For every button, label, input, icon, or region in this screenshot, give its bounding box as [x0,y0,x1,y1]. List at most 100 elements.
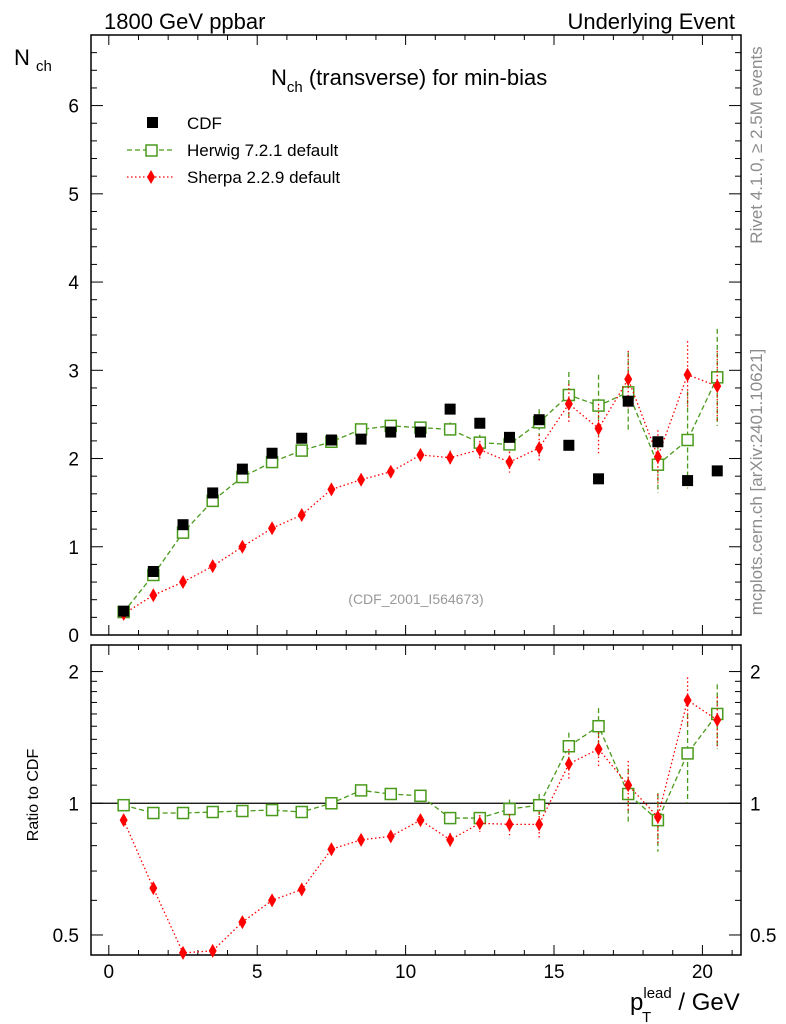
rivet-label: Rivet 4.1.0, ≥ 2.5M events [747,46,766,243]
cdf-point [622,395,634,407]
herwig-ratio-line [123,713,718,822]
sherpa-ratio-point [386,829,395,844]
sherpa-point [179,575,188,590]
x-axis-label-p: p [630,989,643,1016]
plot-title-rest: (transverse) for min-bias [303,65,548,90]
y-tick-label: 1 [68,538,79,559]
sherpa-point [238,539,247,554]
legend-label-sherpa: Sherpa 2.2.9 default [187,168,340,187]
y-axis-label: N ch [14,45,52,75]
cdf-point [474,417,486,429]
legend-marker-cdf [147,117,158,128]
sherpa-ratio-point [713,712,722,727]
cdf-point [266,447,278,459]
analysis-id: (CDF_2001_I564673) [348,591,483,607]
sherpa-point [208,559,217,574]
sherpa-point [505,455,514,470]
y-tick-label: 5 [68,185,79,206]
herwig-point [681,433,694,447]
sherpa-point [268,521,277,536]
sherpa-line [123,373,718,615]
herwig-ratio-point [532,798,546,812]
cdf-point [296,432,308,444]
header-right: Underlying Event [567,9,735,34]
sherpa-point [713,379,722,394]
ratio-y-tick-label-left: 2 [68,663,79,684]
x-tick-label: 10 [395,962,416,983]
cdf-point [118,605,130,617]
sherpa-ratio-point [564,756,573,771]
legend-marker-herwig [145,144,158,157]
sherpa-ratio-point [653,810,662,825]
sherpa-point [149,588,158,603]
sherpa-point [564,396,573,411]
cdf-point [682,475,694,487]
cdf-point [325,434,337,446]
legend: CDF Herwig 7.2.1 default Sherpa 2.2.9 de… [127,114,340,187]
x-axis-label-sup: lead [643,985,671,1002]
legend-label-herwig: Herwig 7.2.1 default [187,141,338,160]
cdf-point [533,414,545,426]
sherpa-point [446,450,455,465]
sherpa-ratio-point [624,778,633,793]
sherpa-point [416,448,425,462]
cdf-point [652,436,664,448]
cdf-point [593,473,605,485]
herwig-ratio-point [206,805,219,819]
sherpa-point [683,367,692,382]
plot-title: Nch (transverse) for min-bias [271,65,547,96]
sherpa-ratio-point [475,816,484,831]
plot-title-main: N [271,65,287,90]
ratio-y-tick-label-left: 1 [68,794,79,815]
y-tick-label: 4 [68,273,79,294]
sherpa-ratio-point [683,693,692,708]
sherpa-ratio-point [208,943,217,958]
sherpa-ratio-point [535,817,544,832]
cdf-point [503,431,515,443]
legend-marker-sherpa [147,170,155,184]
ratio-y-tick-label-right: 1 [750,794,761,815]
cdf-point [414,426,426,438]
cdf-point [236,463,248,475]
herwig-ratio-point [325,797,338,810]
sherpa-ratio-point [179,945,188,960]
sherpa-point [535,440,544,455]
sherpa-ratio-point [416,813,425,828]
header-left: 1800 GeV ppbar [104,9,265,34]
herwig-ratio-point [681,747,694,760]
plot-title-sub: ch [287,79,303,96]
sherpa-ratio-point [505,817,514,832]
sherpa-ratio-point [297,882,306,897]
sherpa-point [357,472,366,487]
sherpa-ratio-point [357,832,366,847]
herwig-ratio-point [384,787,398,801]
herwig-ratio-point [354,784,368,797]
herwig-ratio-point [503,802,516,816]
legend-label-cdf: CDF [187,114,222,133]
herwig-ratio-point [592,719,605,733]
herwig-point [295,444,308,457]
y-axis-label-main: N [14,45,30,70]
cdf-point [147,565,159,577]
cdf-point [444,403,456,415]
mcplots-label: mcplots.cern.ch [arXiv:2401.10621] [747,349,766,615]
cdf-point [177,519,189,531]
herwig-ratio-point [295,805,308,819]
x-axis-label-rest: / GeV [672,989,740,1016]
y-tick-label: 3 [68,361,79,382]
ratio-y-tick-label-right: 0.5 [750,926,776,947]
herwig-point [592,399,605,412]
herwig-ratio-point [117,798,130,812]
y-tick-label: 0 [68,626,79,647]
ratio-frame [90,644,742,956]
herwig-ratio-point [236,804,249,818]
x-axis-label: plead / GeV [630,985,740,1016]
sherpa-ratio-point [149,881,158,896]
sherpa-point [327,482,336,497]
herwig-ratio-point [176,806,190,820]
sherpa-ratio-point [327,842,336,857]
sherpa-point [653,449,662,464]
sherpa-ratio-point [446,832,455,847]
y-axis-label-sub: ch [36,58,52,75]
x-tick-label: 0 [104,962,115,983]
